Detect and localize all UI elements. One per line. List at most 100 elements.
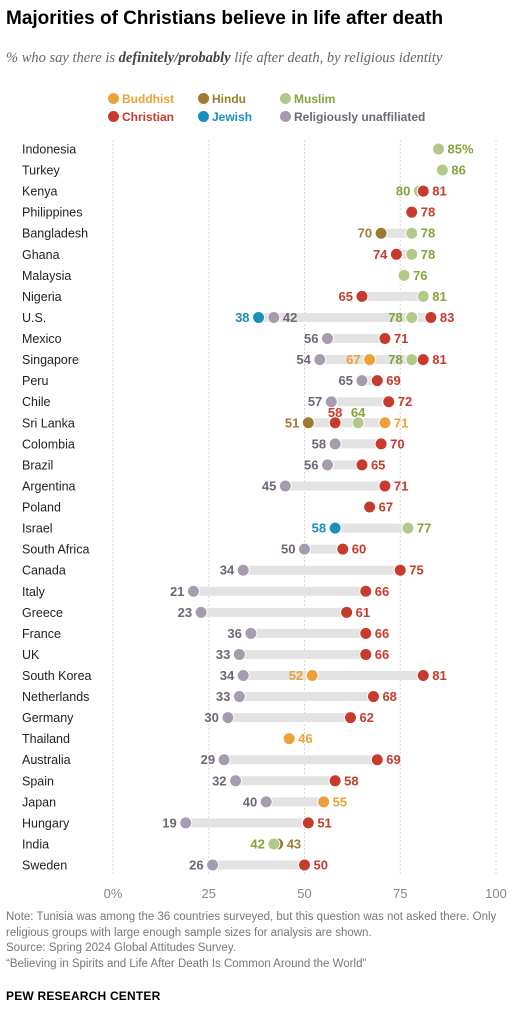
country-label: Israel <box>22 522 53 536</box>
value-label-christian: 66 <box>375 647 389 662</box>
country-label: Italy <box>22 585 46 599</box>
unaffiliated-dot <box>194 605 208 619</box>
value-label-christian: 81 <box>432 668 446 683</box>
legend-buddhist-marker-icon <box>108 93 119 104</box>
chart-row: France <box>22 626 373 641</box>
subtitle-text-after: life after death, by religious identity <box>230 50 443 66</box>
source-text: Source: Spring 2024 Global Attitudes Sur… <box>6 942 236 954</box>
value-label-unaffiliated: 33 <box>216 689 230 704</box>
country-label: Philippines <box>22 206 82 220</box>
value-label-muslim: 85% <box>448 142 474 157</box>
value-label-christian: 78 <box>421 205 435 220</box>
value-label-unaffiliated: 54 <box>296 352 311 367</box>
christian-dot <box>389 247 403 261</box>
chart-row: Nigeria <box>22 289 430 304</box>
value-label-muslim: 64 <box>351 405 366 420</box>
value-label-hindu: 51 <box>285 415 299 430</box>
buddhist-dot <box>363 353 377 367</box>
chart-row: Canada <box>22 563 407 578</box>
value-label-buddhist: 46 <box>298 731 312 746</box>
data-labels: 85% 86 80 81 78 70 78 74 78 76 65 81 38 42 78 83 56 71 54 6… <box>162 142 474 873</box>
unaffiliated-dot <box>232 647 246 661</box>
value-label-muslim: 81 <box>432 289 446 304</box>
christian-dot <box>343 711 357 725</box>
value-label-christian: 67 <box>379 500 393 515</box>
christian-dot <box>336 542 350 556</box>
value-label-christian: 70 <box>390 436 404 451</box>
chart-row: Spain <box>22 774 342 788</box>
chart-row: South Korea <box>22 669 430 683</box>
muslim-dot <box>267 837 281 851</box>
christian-dot <box>370 753 384 767</box>
chart-row: Poland <box>22 500 377 515</box>
chart-row: Netherlands <box>22 690 380 704</box>
value-label-christian: 51 <box>317 815 331 830</box>
unaffiliated-dot <box>355 374 369 388</box>
unaffiliated-dot <box>278 479 292 493</box>
hindu-dot <box>374 226 388 240</box>
value-label-unaffiliated: 45 <box>262 478 276 493</box>
country-label: South Korea <box>22 669 92 683</box>
subtitle-text-before: % who say there is <box>6 50 119 66</box>
value-label-muslim: 78 <box>388 310 402 325</box>
chart-row: Indonesia <box>22 142 446 157</box>
chart-row: Mexico <box>22 332 392 346</box>
country-label: India <box>22 837 49 851</box>
subtitle-emphasis: definitely/probably <box>118 50 231 66</box>
value-label-unaffiliated: 19 <box>162 815 176 830</box>
chart-subtitle: % who say there is definitely/probably l… <box>6 49 511 68</box>
chart-row: U.S. <box>22 310 438 325</box>
unaffiliated-dot <box>320 332 334 346</box>
muslim-dot <box>397 268 411 282</box>
christian-dot <box>355 458 369 472</box>
country-label: Greece <box>22 606 63 620</box>
value-label-muslim: 77 <box>417 521 431 536</box>
christian-dot <box>416 184 430 198</box>
christian-dot <box>359 626 373 640</box>
unaffiliated-dot <box>232 690 246 704</box>
value-label-christian: 71 <box>394 331 408 346</box>
buddhist-dot <box>378 416 392 430</box>
x-tick-label: 75 <box>393 886 407 901</box>
country-label: Canada <box>22 564 66 578</box>
unaffiliated-dot <box>328 437 342 451</box>
country-label: Sri Lanka <box>22 416 75 430</box>
value-label-buddhist: 67 <box>346 352 360 367</box>
country-label: Brazil <box>22 458 53 472</box>
legend-item-christian: Christian <box>108 110 174 124</box>
legend-label-christian: Christian <box>122 110 175 124</box>
value-label-muslim: 42 <box>250 836 264 851</box>
christian-dot <box>424 310 438 324</box>
value-label-buddhist: 55 <box>333 794 347 809</box>
christian-dot <box>405 205 419 219</box>
chart-row: Argentina <box>22 479 392 493</box>
unaffiliated-dot <box>206 858 220 872</box>
chart-row: India <box>22 837 285 851</box>
country-label: UK <box>22 648 40 662</box>
chart-row: Chile <box>22 395 396 409</box>
christian-dot <box>378 479 392 493</box>
unaffiliated-dot <box>313 353 327 367</box>
country-label: Argentina <box>22 479 76 493</box>
legend-item-hindu: Hindu <box>198 92 246 106</box>
chart-notes: Note: Tunisia was among the 36 countries… <box>6 910 521 972</box>
legend-item-jewish: Jewish <box>198 110 252 124</box>
value-label-unaffiliated: 40 <box>243 794 257 809</box>
chart-row: Italy <box>22 584 373 599</box>
value-label-unaffiliated: 29 <box>201 752 215 767</box>
country-label: Bangladesh <box>22 227 88 241</box>
value-label-unaffiliated: 33 <box>216 647 230 662</box>
legend-muslim-marker-icon <box>280 93 291 104</box>
unaffiliated-dot <box>186 584 200 598</box>
country-label: Turkey <box>22 164 60 178</box>
unaffiliated-dot <box>267 310 281 324</box>
chart-row: Ghana <box>22 247 419 262</box>
legend-item-buddhist: Buddhist <box>108 92 174 106</box>
christian-dot <box>416 353 430 367</box>
christian-dot <box>359 647 373 661</box>
unaffiliated-dot <box>229 774 243 788</box>
chart-row: Germany <box>22 711 357 725</box>
value-label-unaffiliated: 30 <box>204 710 218 725</box>
country-label: Chile <box>22 395 51 409</box>
unaffiliated-dot <box>259 795 273 809</box>
